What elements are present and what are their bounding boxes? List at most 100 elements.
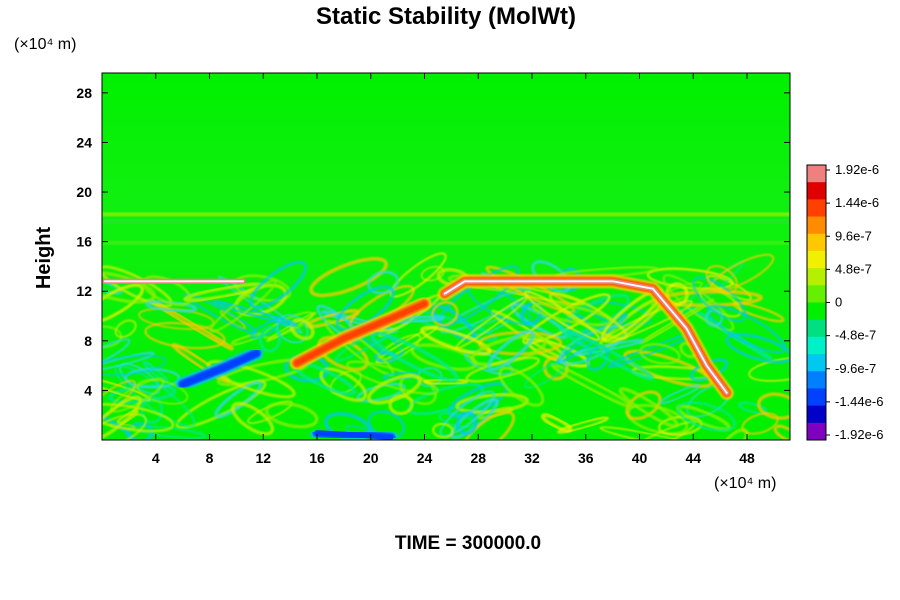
colorbar: 1.92e-6 1.44e-6 9.6e-7 4.8e-7 0 -4.8e-7 -9.6e-… [806,162,883,442]
turbulence-swirl [102,395,142,440]
x-tick-label: 28 [470,450,486,466]
turbulence-swirl [487,329,535,372]
turbulence-swirl [102,354,167,377]
colorbar-swatch [807,354,826,372]
turbulence-swirl [439,390,496,437]
turbulence-swirl [367,270,399,295]
time-annotation: TIME = 300000.0 [395,533,541,554]
turbulence-swirl [464,350,514,376]
stratification-band [102,212,790,217]
turbulence-swirl [264,401,319,429]
turbulence-swirl [249,260,308,309]
colorbar-swatch [807,285,826,303]
colorbar-swatch [807,302,826,321]
turbulence-swirl [420,325,492,356]
y-tick-label: 24 [76,134,92,150]
colorbar-swatch [807,422,826,441]
turbulence-swirl [603,300,693,343]
plot-area [101,72,791,441]
colorbar-label: 1.44e-6 [835,195,879,210]
y-tick-label: 8 [84,333,92,349]
y-axis-label: Height [33,227,55,290]
turbulence-swirl [556,416,609,434]
turbulence-swirl [523,290,601,342]
turbulence-swirl [756,392,790,420]
turbulence-swirl [540,413,573,433]
x-tick-label: 32 [524,450,540,466]
colorbar-swatch [807,405,826,424]
colorbar-swatch [807,268,826,286]
x-tick-label: 20 [363,450,379,466]
turbulence-swirl [209,279,277,333]
y-tick-label: 20 [76,184,92,200]
turbulence-swirl [114,319,137,339]
stratification-band [102,219,790,224]
feature-core [294,301,427,366]
colorbar-swatch [807,216,826,235]
turbulence-swirl [498,366,545,407]
turbulence-swirl [646,267,734,291]
y-axis-unit: (×10⁴ m) [14,36,76,53]
turbulence-swirl [748,356,790,382]
turbulence-swirl [773,424,790,440]
turbulence-swirl [706,304,787,354]
x-tick-label: 16 [309,450,325,466]
y-tick-label: 12 [76,283,92,299]
x-tick-label: 4 [152,450,160,466]
turbulence-swirl [704,308,724,327]
colorbar-label: -1.92e-6 [835,427,883,442]
turbulence-swirl [639,343,681,365]
turbulence-swirl [206,360,296,399]
turbulence-swirl [346,360,439,395]
colorbar-label: -9.6e-7 [835,361,876,376]
turbulence-swirl [102,338,131,370]
turbulence-swirl [440,288,531,334]
stratification-band [102,240,790,245]
turbulence-swirl [532,302,613,327]
turbulence-swirl [659,384,701,405]
feature-core [314,430,394,440]
turbulence-swirl [258,325,282,353]
turbulence-swirl [230,401,275,436]
colorbar-label: 9.6e-7 [835,228,872,243]
feature-saturated-core [443,280,728,394]
y-axis: 4 8 12 16 20 24 28 [76,85,790,398]
colorbar-swatch [807,336,826,355]
turbulence-swirl [692,276,747,323]
colorbar-swatch [807,233,826,252]
colorbar-label: 0 [835,295,842,310]
turbulence-swirl [455,410,478,436]
y-tick-label: 28 [76,85,92,101]
y-tick-label: 4 [84,382,92,398]
turbulence-swirl [102,378,151,402]
colorbar-swatch [807,371,826,389]
turbulence-swirl [309,256,388,298]
x-tick-label: 44 [685,450,701,466]
colorbar-label: 1.92e-6 [835,162,879,177]
x-tick-label: 36 [578,450,594,466]
x-tick-label: 8 [206,450,214,466]
turbulence-swirl [138,307,215,330]
turbulence-swirl [650,281,703,308]
chart-title: Static Stability (MolWt) [316,3,576,30]
colorbar-label: 4.8e-7 [835,261,872,276]
turbulence-swirl [102,402,175,433]
turbulence-swirl [722,428,749,440]
x-tick-label: 40 [632,450,648,466]
turbulence-swirl [102,413,147,440]
colorbar-swatch [807,319,826,338]
turbulence-swirl [676,401,736,432]
colorbar-swatch [807,165,826,183]
x-tick-label: 24 [417,450,433,466]
turbulence-swirl [618,387,679,428]
turbulence-swirl [366,373,422,405]
colorbar-swatch [807,388,826,407]
x-axis-unit: (×10⁴ m) [714,475,776,492]
turbulence-swirl [705,265,739,294]
turbulence-swirl [370,331,459,383]
colorbar-swatch [807,199,826,218]
turbulence-swirl [454,296,528,350]
turbulence-swirl [599,426,701,440]
turbulence-swirl [431,422,454,439]
colorbar-label: -4.8e-7 [835,328,876,343]
